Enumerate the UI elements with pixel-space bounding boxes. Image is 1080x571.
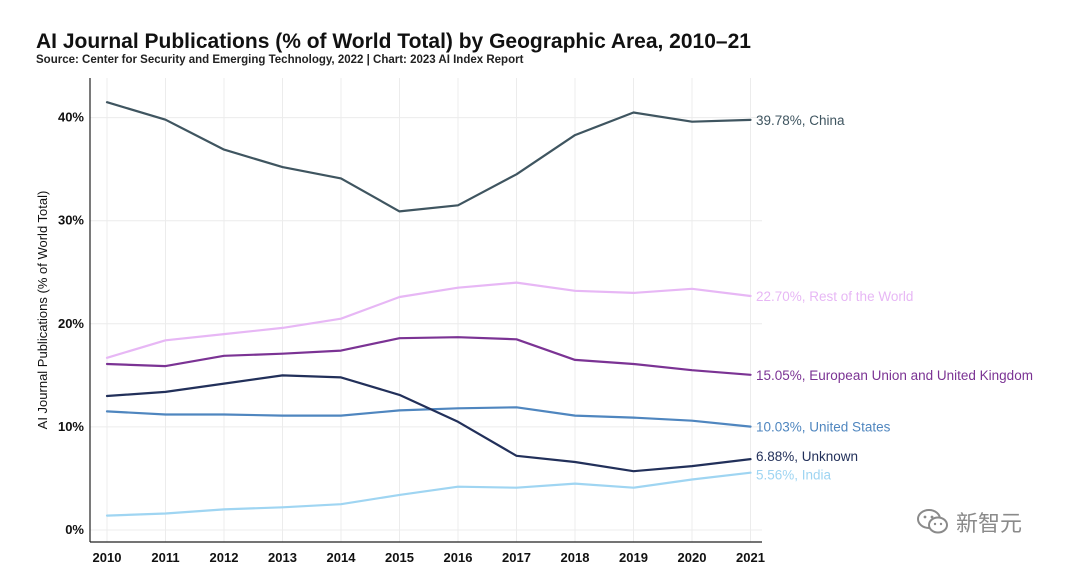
series-label-rest-of-the-world: 22.70%, Rest of the World <box>756 289 913 304</box>
series-lines <box>105 101 752 517</box>
series-line-european-union-and-united-kingdom <box>105 336 752 376</box>
x-tick-label: 2017 <box>502 550 531 565</box>
watermark: 新智元 <box>916 506 1022 538</box>
x-tick-label: 2013 <box>268 550 297 565</box>
x-tick-label: 2021 <box>736 550 765 565</box>
series-label-india: 5.56%, India <box>756 468 832 483</box>
series-line-china <box>105 101 752 213</box>
x-tick-label: 2012 <box>210 550 239 565</box>
x-tick-label: 2019 <box>619 550 648 565</box>
watermark-text: 新智元 <box>956 512 1023 537</box>
y-tick-label: 40% <box>58 110 84 125</box>
x-tick-label: 2016 <box>444 550 473 565</box>
y-tick-label: 30% <box>58 213 84 228</box>
chart-subtitle: Source: Center for Security and Emerging… <box>36 54 524 66</box>
series-labels: 39.78%, China 22.70%, Rest of the World 15… <box>756 113 1033 483</box>
series-label-united-states: 10.03%, United States <box>756 420 891 435</box>
chart-title: AI Journal Publications (% of World Tota… <box>36 30 751 53</box>
x-tick-label: 2011 <box>151 550 179 565</box>
y-tick-label: 20% <box>58 316 84 331</box>
x-tick-label: 2015 <box>385 550 414 565</box>
series-line-united-states <box>105 406 752 428</box>
x-tick-label: 2018 <box>561 550 590 565</box>
x-tick-label: 2010 <box>93 550 122 565</box>
grid-lines <box>90 78 762 542</box>
x-tick-label: 2020 <box>678 550 707 565</box>
axes: 2010 2011 2012 2013 2014 2015 2016 2017 2018 2019… <box>58 78 765 565</box>
series-label-unknown: 6.88%, Unknown <box>756 449 858 464</box>
y-axis-label: AI Journal Publications (% of World Tota… <box>35 191 50 430</box>
series-label-china: 39.78%, China <box>756 113 845 128</box>
series-line-rest-of-the-world <box>105 281 752 359</box>
y-tick-label: 10% <box>58 419 84 434</box>
x-tick-label: 2014 <box>327 550 357 565</box>
series-line-unknown <box>105 374 752 473</box>
y-tick-label: 0% <box>65 522 84 537</box>
series-label-european-union-and-united-kingdom: 15.05%, European Union and United Kingdo… <box>756 368 1033 383</box>
series-line-india <box>105 471 752 517</box>
wechat-icon <box>917 509 948 534</box>
